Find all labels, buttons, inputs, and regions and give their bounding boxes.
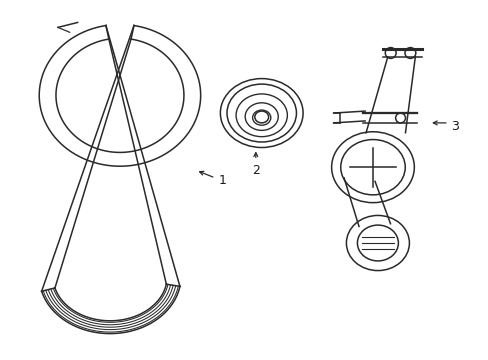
Text: 2: 2 <box>251 164 259 177</box>
Text: 1: 1 <box>218 174 226 186</box>
Text: 3: 3 <box>450 120 458 133</box>
